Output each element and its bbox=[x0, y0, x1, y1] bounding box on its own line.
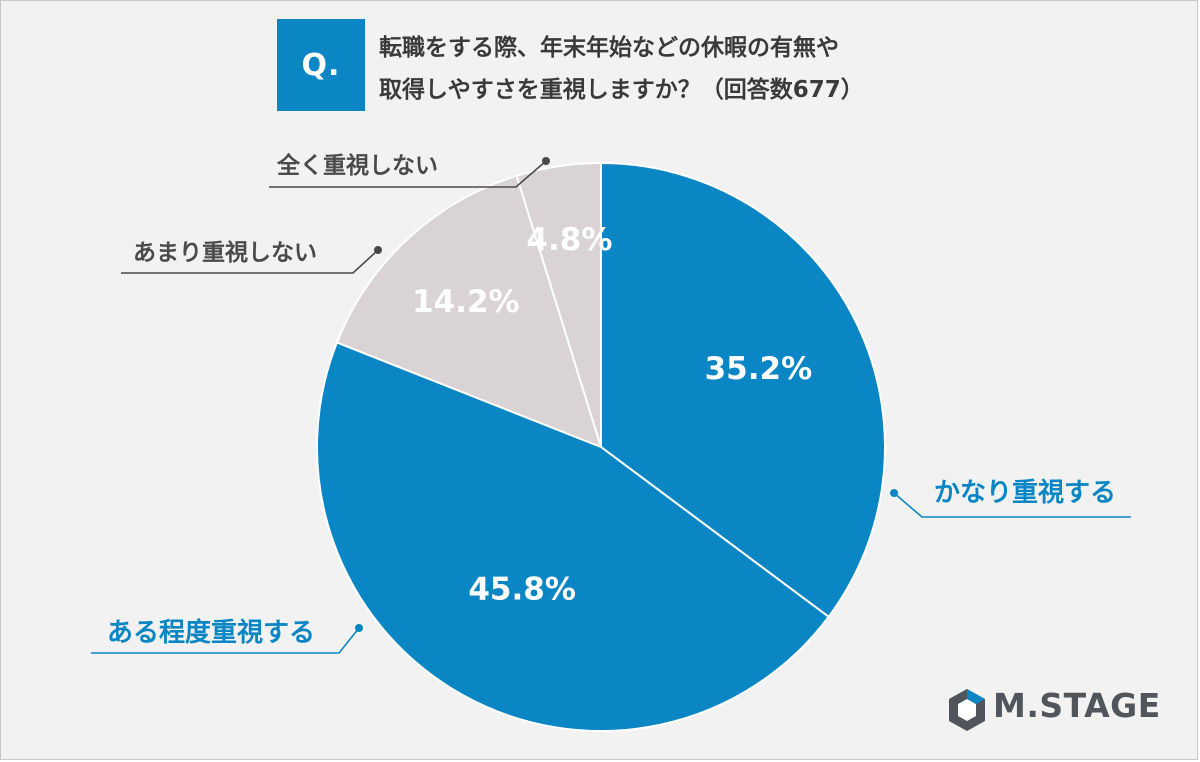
m-stage-logo-icon bbox=[949, 689, 985, 731]
leader-dot bbox=[355, 624, 363, 632]
leader-dot bbox=[890, 489, 898, 497]
slice-value-label: 35.2% bbox=[705, 351, 813, 387]
slice-value-label: 45.8% bbox=[468, 571, 576, 607]
slice-value-label: 14.2% bbox=[412, 284, 520, 320]
pie-slice bbox=[335, 174, 603, 449]
leader-line bbox=[91, 627, 360, 654]
pie-slice bbox=[515, 161, 602, 448]
logo-text: M.STAGE bbox=[993, 686, 1161, 725]
leader-line bbox=[893, 492, 1131, 518]
leader-line bbox=[121, 249, 379, 274]
slice-value-label: 4.8% bbox=[526, 222, 612, 258]
pie-slice bbox=[600, 161, 886, 619]
slice-category-label: ある程度重視する bbox=[107, 617, 315, 648]
question-badge: Q. bbox=[277, 19, 365, 111]
slice-category-label: あまり重視しない bbox=[133, 240, 317, 266]
slice-category-label: 全く重視しない bbox=[276, 152, 438, 179]
question-line-1: 転職をする際、年末年始などの休暇の有無や bbox=[379, 35, 839, 61]
leader-line bbox=[269, 160, 547, 188]
slice-category-label: かなり重視する bbox=[934, 478, 1116, 508]
question-line-2: 取得しやすさを重視しますか？（回答数677） bbox=[379, 77, 864, 103]
pie-slice bbox=[316, 341, 831, 732]
leader-dot bbox=[542, 157, 550, 165]
question-title: 転職をする際、年末年始などの休暇の有無や 取得しやすさを重視しますか？（回答数6… bbox=[379, 27, 999, 111]
leader-dot bbox=[374, 246, 382, 254]
